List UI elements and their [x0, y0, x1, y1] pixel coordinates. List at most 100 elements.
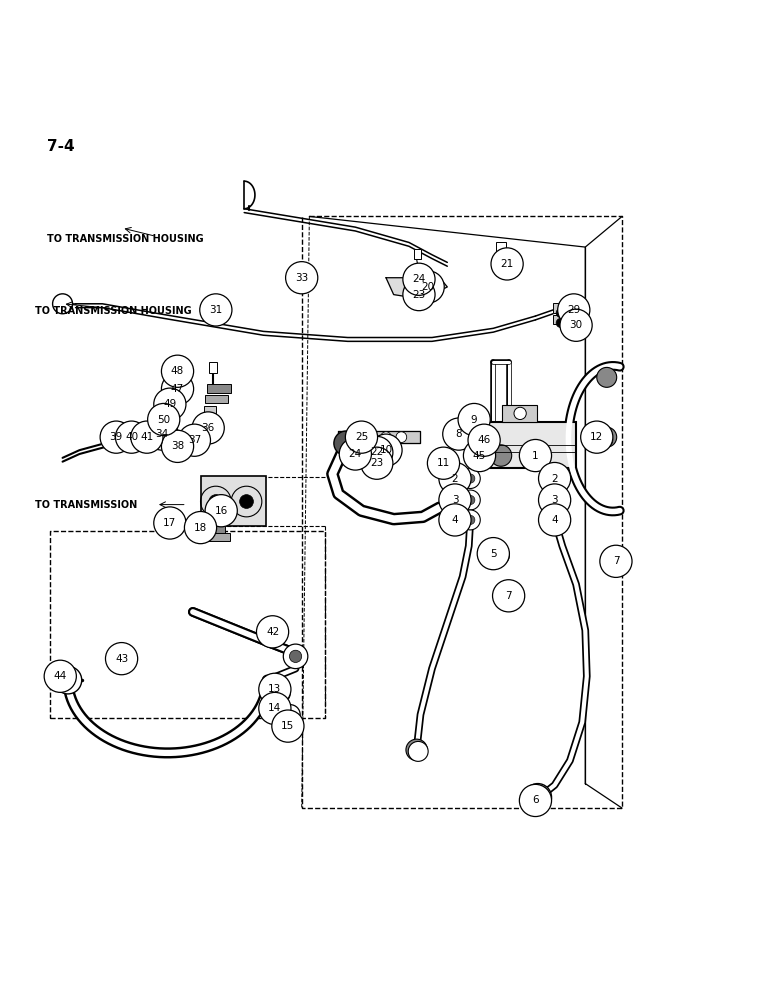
Text: 46: 46 [477, 435, 491, 445]
Text: 44: 44 [53, 671, 67, 681]
Bar [469, 446, 490, 456]
Circle shape [161, 430, 194, 462]
Text: 5: 5 [490, 549, 496, 559]
Circle shape [597, 427, 617, 447]
Circle shape [239, 495, 253, 508]
Text: 23: 23 [371, 458, 384, 468]
Text: 43: 43 [115, 654, 128, 664]
Circle shape [205, 495, 237, 527]
Text: 7: 7 [506, 591, 512, 601]
Bar [496, 242, 506, 255]
Circle shape [466, 474, 475, 483]
Text: TO TRANSMISSION HOUSING: TO TRANSMISSION HOUSING [47, 234, 204, 244]
Text: 1: 1 [532, 451, 539, 461]
Circle shape [466, 515, 475, 525]
Circle shape [361, 432, 372, 443]
Text: 11: 11 [437, 458, 450, 468]
Circle shape [130, 421, 163, 453]
Text: 2: 2 [452, 474, 459, 484]
Text: 50: 50 [157, 415, 171, 425]
Bar [207, 533, 229, 541]
Circle shape [259, 673, 291, 705]
Text: 15: 15 [281, 721, 295, 731]
Text: 41: 41 [141, 432, 154, 442]
Circle shape [286, 710, 295, 719]
Circle shape [556, 308, 565, 318]
Circle shape [527, 785, 548, 807]
Bar [371, 444, 392, 454]
Circle shape [442, 418, 475, 450]
Circle shape [61, 673, 75, 687]
Circle shape [463, 439, 496, 472]
Circle shape [524, 784, 551, 811]
Text: 17: 17 [163, 518, 177, 528]
Circle shape [198, 423, 211, 435]
Text: 47: 47 [171, 384, 185, 394]
Circle shape [146, 418, 178, 450]
Circle shape [339, 438, 371, 470]
Circle shape [597, 367, 617, 387]
Circle shape [403, 263, 435, 295]
Circle shape [283, 644, 308, 669]
Text: 18: 18 [194, 523, 207, 533]
Circle shape [185, 511, 217, 544]
Circle shape [334, 431, 358, 456]
Circle shape [403, 278, 435, 311]
Circle shape [100, 421, 132, 453]
Polygon shape [386, 278, 447, 299]
Bar [405, 281, 425, 293]
Circle shape [270, 683, 290, 703]
Circle shape [600, 545, 632, 577]
Circle shape [44, 660, 76, 692]
Bar [204, 406, 216, 413]
Circle shape [52, 294, 73, 314]
Text: 30: 30 [570, 320, 583, 330]
Circle shape [290, 650, 302, 662]
Circle shape [560, 309, 592, 341]
Circle shape [520, 439, 551, 472]
Circle shape [131, 433, 139, 441]
Circle shape [495, 551, 504, 560]
Circle shape [428, 447, 459, 479]
Circle shape [256, 616, 289, 648]
Circle shape [405, 282, 414, 292]
Circle shape [550, 515, 559, 525]
Text: 2: 2 [551, 474, 558, 484]
Circle shape [493, 580, 525, 612]
Circle shape [154, 507, 186, 539]
Text: TO TRANSMISSION HOUSING: TO TRANSMISSION HOUSING [35, 306, 191, 316]
Circle shape [460, 490, 480, 510]
Circle shape [361, 436, 393, 469]
Circle shape [154, 388, 186, 420]
Circle shape [276, 689, 285, 698]
Circle shape [54, 666, 82, 694]
Circle shape [396, 432, 407, 443]
Bar [196, 422, 213, 436]
Bar [503, 405, 537, 422]
Text: 4: 4 [551, 515, 558, 525]
Bar [201, 476, 266, 526]
Circle shape [412, 271, 444, 303]
Text: 10: 10 [379, 445, 393, 455]
Circle shape [141, 428, 159, 446]
Text: 7: 7 [613, 556, 619, 566]
Circle shape [539, 484, 571, 516]
Circle shape [280, 705, 300, 725]
Text: 24: 24 [349, 449, 362, 459]
Circle shape [345, 421, 378, 453]
Circle shape [439, 484, 471, 516]
Circle shape [530, 786, 549, 806]
Circle shape [458, 403, 490, 436]
Text: 31: 31 [209, 305, 222, 315]
Text: 4: 4 [452, 515, 459, 525]
Circle shape [192, 412, 225, 444]
Bar [207, 384, 231, 393]
Text: 16: 16 [215, 506, 228, 516]
Text: 24: 24 [412, 274, 425, 284]
Text: 34: 34 [156, 429, 169, 439]
Text: 49: 49 [163, 399, 177, 409]
Circle shape [209, 495, 223, 508]
Bar [209, 362, 217, 373]
Circle shape [126, 428, 144, 446]
Bar [205, 395, 228, 403]
